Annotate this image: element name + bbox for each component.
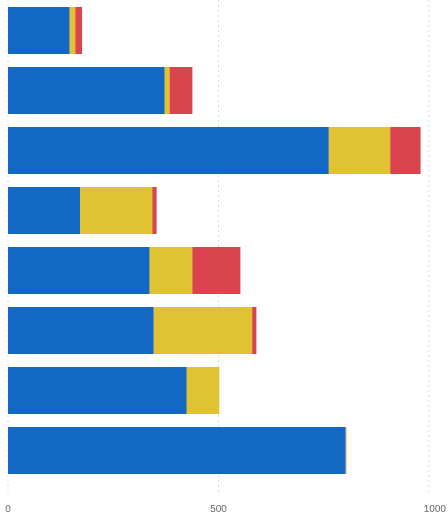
bar-row-1-segment-2[interactable]	[69, 7, 76, 54]
x-tick-label-1000: 1000	[424, 504, 447, 515]
bar-row-6-segment-2[interactable]	[153, 307, 253, 354]
bar-row-8-segment-1[interactable]	[8, 427, 346, 474]
bar-row-4-segment-1[interactable]	[8, 187, 80, 234]
bar-row-2-segment-2[interactable]	[164, 67, 170, 114]
bar-row-6-segment-1[interactable]	[8, 307, 154, 354]
bar-row-1-segment-1[interactable]	[8, 7, 70, 54]
bar-row-4-segment-3[interactable]	[152, 187, 157, 234]
bars	[8, 7, 421, 474]
bar-row-7-segment-2[interactable]	[186, 367, 220, 414]
bar-row-5-segment-3[interactable]	[192, 247, 241, 294]
bar-row-8-segment-2[interactable]	[345, 427, 347, 474]
x-tick-label-500: 500	[210, 504, 227, 515]
bar-row-7-segment-1[interactable]	[8, 367, 187, 414]
bar-row-2-segment-1[interactable]	[8, 67, 165, 114]
bar-row-1-segment-3[interactable]	[75, 7, 83, 54]
bar-row-5-segment-1[interactable]	[8, 247, 150, 294]
bar-row-2-segment-3[interactable]	[169, 67, 193, 114]
bar-row-6-segment-3[interactable]	[252, 307, 257, 354]
x-tick-label-0: 0	[5, 504, 11, 515]
x-axis: 0 500 1000	[5, 504, 446, 515]
bar-row-3-segment-3[interactable]	[390, 127, 421, 174]
bar-row-3-segment-1[interactable]	[8, 127, 329, 174]
bar-row-3-segment-2[interactable]	[328, 127, 391, 174]
bar-row-5-segment-2[interactable]	[149, 247, 193, 294]
bar-row-4-segment-2[interactable]	[79, 187, 153, 234]
